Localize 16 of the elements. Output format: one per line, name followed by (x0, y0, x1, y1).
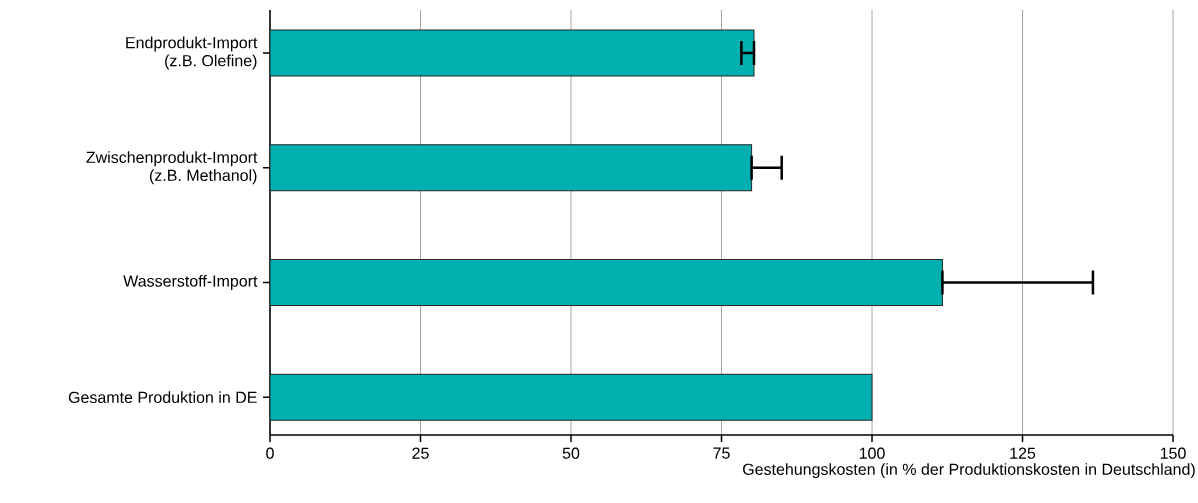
bar (270, 373, 873, 421)
x-tick-label: 25 (412, 447, 429, 459)
x-tick-label: 100 (859, 447, 885, 459)
x-axis-title: Gestehungskosten (in % der Produktionskosten in Deutschland) (743, 463, 1195, 479)
bar (270, 29, 755, 77)
bar (270, 258, 943, 306)
x-tick-label: 75 (713, 447, 730, 459)
x-tick-label: 0 (266, 447, 274, 459)
x-tick-label: 125 (1010, 447, 1036, 459)
x-tick-label: 50 (562, 447, 580, 459)
x-tick-label: 150 (1160, 447, 1186, 459)
y-tick-label: Gesamte Produktion in DE (68, 391, 257, 404)
bar (270, 144, 753, 192)
y-tick-label: Zwischenprodukt-Import (z.B. Methanol) (86, 151, 258, 185)
y-tick-label: Wasserstoff-Import (123, 274, 258, 290)
y-tick-label: Endprodukt-Import (z.B. Olefine) (126, 36, 258, 70)
